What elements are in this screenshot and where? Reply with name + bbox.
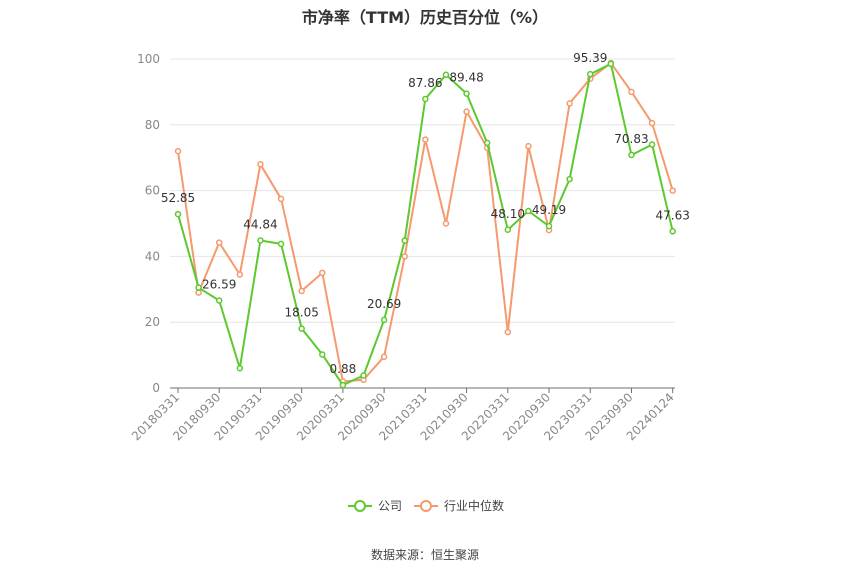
legend[interactable]: 公司 行业中位数 — [348, 498, 504, 513]
legend-item-industry-median[interactable]: 行业中位数 — [414, 498, 504, 513]
legend-marker — [420, 500, 432, 512]
legend-item-company[interactable]: 公司 — [348, 499, 402, 513]
y-tick-label: 60 — [145, 184, 160, 198]
data-point-company — [607, 60, 615, 68]
data-point-company — [298, 325, 305, 332]
y-tick-label: 40 — [145, 249, 160, 263]
y-tick-label: 100 — [137, 52, 160, 66]
data-point-company — [380, 316, 388, 324]
data-point-industry-median — [174, 147, 182, 155]
data-point-company — [360, 372, 367, 379]
data-label: 52.85 — [161, 191, 195, 205]
data-point-industry-median — [463, 108, 470, 115]
data-point-industry-median — [257, 161, 264, 168]
data-point-company — [401, 237, 408, 244]
data-point-company — [257, 237, 264, 244]
data-label: 48.10 — [491, 207, 525, 221]
data-labels: 52.85 26.59 44.84 18.05 0.88 20.69 87.86 89.48 4… — [161, 51, 690, 376]
data-point-industry-median — [525, 142, 532, 150]
legend-marker — [354, 500, 366, 512]
data-point-industry-median — [380, 353, 388, 360]
data-point-company — [195, 284, 202, 291]
data-point-company — [648, 141, 656, 148]
data-point-industry-median — [628, 88, 635, 96]
data-point-industry-median — [422, 136, 429, 143]
data-label: 26.59 — [202, 278, 236, 292]
data-point-company — [566, 175, 573, 183]
data-point-company — [215, 297, 223, 304]
data-point-company — [422, 95, 429, 103]
data-point-company — [442, 71, 450, 79]
data-label: 89.48 — [449, 71, 483, 85]
data-point-industry-median — [442, 220, 450, 227]
data-label: 87.86 — [408, 76, 442, 90]
data-point-industry-median — [504, 328, 512, 336]
data-point-company — [174, 210, 182, 218]
data-label: 18.05 — [284, 306, 318, 320]
data-point-industry-median — [319, 269, 326, 277]
data-point-company — [628, 151, 635, 159]
data-point-industry-median — [298, 287, 305, 295]
data-point-industry-median — [566, 100, 573, 107]
chart-title: 市净率（TTM）历史百分位（%） — [301, 8, 549, 27]
data-point-company — [236, 365, 244, 372]
data-source: 数据来源：恒生聚源 — [370, 548, 479, 562]
data-point-industry-median — [648, 119, 656, 127]
data-point-company — [463, 90, 470, 97]
data-point-industry-median — [277, 195, 285, 203]
y-tick-label: 0 — [152, 381, 160, 395]
y-tick-label: 20 — [145, 315, 160, 329]
y-tick-label: 80 — [145, 118, 160, 132]
data-point-company — [483, 139, 491, 147]
data-label: 70.83 — [614, 132, 648, 146]
data-point-industry-median — [236, 271, 244, 278]
data-point-company — [545, 222, 553, 230]
data-point-company — [319, 351, 326, 358]
data-point-company — [586, 70, 594, 78]
data-point-industry-median — [215, 239, 223, 246]
data-point-company — [277, 240, 285, 248]
data-label: 44.84 — [243, 217, 277, 231]
data-point-industry-median — [401, 253, 408, 260]
series-layer — [174, 59, 676, 389]
data-point-industry-median — [669, 187, 676, 194]
data-point-company — [669, 228, 676, 235]
data-label: 20.69 — [367, 297, 401, 311]
legend-label: 公司 — [378, 499, 402, 513]
data-label: 47.63 — [656, 208, 690, 222]
data-label: 49.19 — [532, 203, 566, 217]
data-point-company — [504, 226, 512, 234]
data-point-company — [525, 207, 532, 215]
legend-label: 行业中位数 — [444, 498, 504, 513]
data-label: 0.88 — [330, 362, 357, 376]
data-point-company — [339, 381, 347, 389]
data-label: 95.39 — [573, 51, 607, 65]
